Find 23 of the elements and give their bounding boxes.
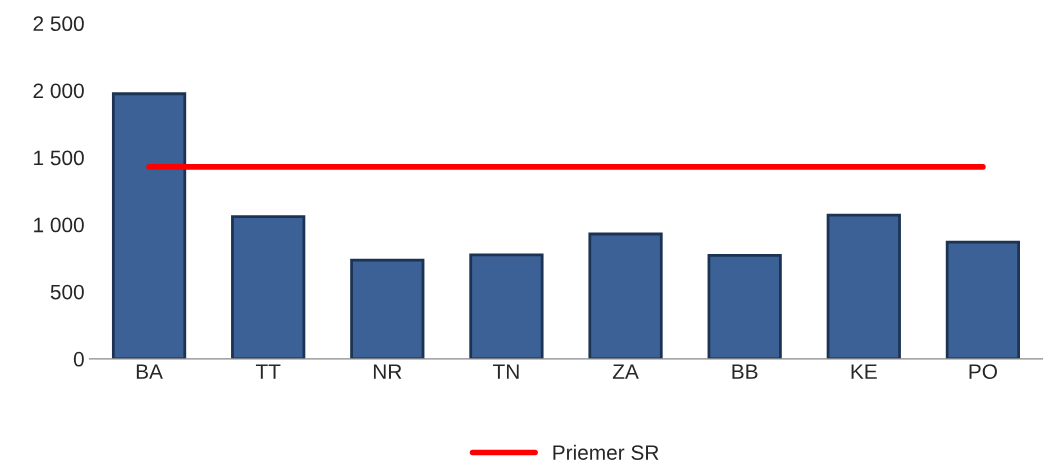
y-tick-label: 2 000 [33, 83, 84, 99]
bar [111, 92, 187, 359]
x-tick-label: ZA [612, 364, 639, 379]
x-tick-label: PO [969, 364, 997, 379]
y-tick-label: 2 500 [33, 16, 84, 32]
y-tick-label: 0 [73, 351, 84, 367]
y-tick-label: 1 500 [34, 150, 84, 166]
legend-label: Priemer SR [553, 444, 659, 460]
bar [350, 258, 425, 359]
bar [945, 240, 1021, 359]
x-tick-label: TT [255, 364, 281, 379]
x-tick-label: TN [493, 364, 519, 379]
bar [826, 213, 901, 359]
bar [469, 253, 544, 359]
x-tick-label: KE [851, 364, 877, 379]
bar [588, 232, 663, 359]
y-tick-label: 1 000 [34, 217, 84, 233]
bar [707, 254, 782, 359]
y-tick-label: 500 [50, 284, 84, 300]
x-tick-label: BA [136, 364, 163, 379]
x-tick-label: BB [732, 364, 758, 379]
bar [231, 215, 306, 359]
x-tick-label: NR [373, 364, 402, 379]
